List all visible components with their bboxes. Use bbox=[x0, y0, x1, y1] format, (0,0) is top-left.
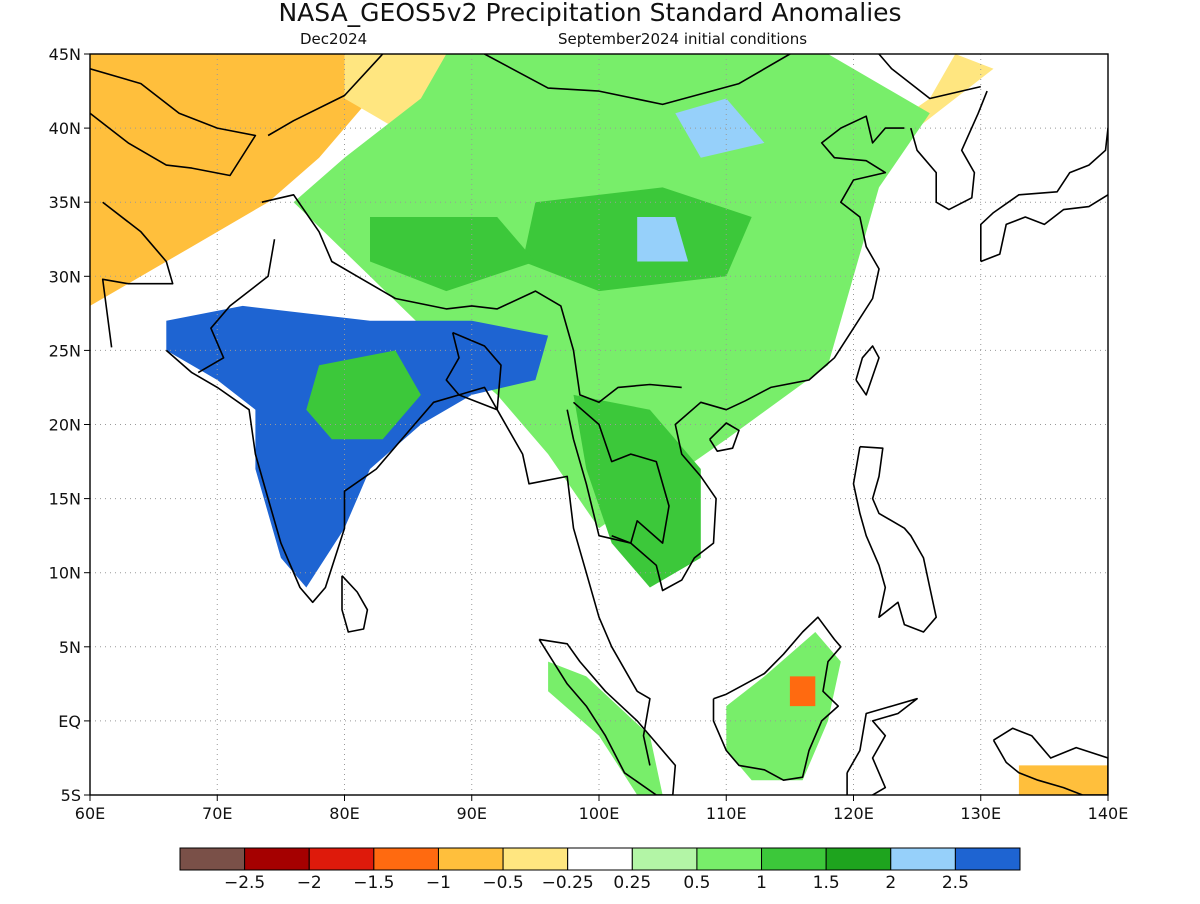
india-coastline bbox=[165, 349, 651, 766]
lon-tick-label: 130E bbox=[960, 804, 1001, 823]
lat-tick-label: 20N bbox=[49, 416, 81, 435]
lat-tick-label: EQ bbox=[58, 712, 81, 731]
sumatra-coastline bbox=[538, 638, 677, 795]
legend-label: −2.5 bbox=[224, 873, 265, 893]
legend-swatch bbox=[502, 847, 569, 871]
legend-swatch bbox=[696, 847, 763, 871]
legend-swatch bbox=[761, 847, 827, 871]
subtitle-forecast-month: Dec2024 bbox=[300, 30, 367, 48]
lon-tick-label: 70E bbox=[202, 804, 232, 823]
legend-label: −1 bbox=[426, 873, 451, 893]
lon-tick-label: 90E bbox=[457, 804, 487, 823]
lon-tick-label: 120E bbox=[833, 804, 874, 823]
legend-label: 1.5 bbox=[813, 873, 840, 893]
lat-tick-label: 40N bbox=[49, 119, 81, 138]
legend-swatch bbox=[308, 847, 375, 871]
legend-label: 0.5 bbox=[683, 873, 710, 893]
lat-tick-label: 25N bbox=[49, 341, 81, 360]
map-area bbox=[90, 54, 1108, 795]
sulawesi-coastline bbox=[846, 697, 918, 795]
latitude-axis: 45N 40N 35N 30N 25N 20N 15N 10N 5N EQ 5S bbox=[49, 45, 90, 805]
japan-coastline bbox=[979, 126, 1108, 263]
hainan-coastline bbox=[709, 422, 740, 453]
lat-tick-label: 30N bbox=[49, 267, 81, 286]
anomaly-region-borneo-dry-spot bbox=[789, 676, 816, 707]
subtitle-initial-conditions: September2024 initial conditions bbox=[558, 30, 807, 48]
korea-coastline bbox=[910, 90, 988, 211]
legend-swatch bbox=[825, 847, 892, 871]
lon-tick-label: 140E bbox=[1088, 804, 1129, 823]
indochina-borders bbox=[566, 401, 670, 544]
anomaly-region-central-china-wet bbox=[522, 187, 752, 292]
sri-lanka-coastline bbox=[341, 575, 369, 633]
philippines-coastline bbox=[852, 445, 938, 633]
lat-tick-label: 5N bbox=[59, 638, 81, 657]
legend-swatch bbox=[179, 847, 246, 871]
legend-swatch bbox=[631, 847, 698, 871]
lat-tick-label: 5S bbox=[61, 786, 81, 805]
legend-swatch bbox=[244, 847, 310, 871]
lon-tick-label: 80E bbox=[329, 804, 359, 823]
legend-label: 1 bbox=[756, 873, 767, 893]
taiwan-coastline bbox=[855, 345, 880, 396]
anomaly-region-northeast-china-wet bbox=[675, 98, 765, 158]
lon-tick-label: 110E bbox=[706, 804, 747, 823]
anomaly-region-china-wet-broad bbox=[293, 54, 930, 529]
new-guinea-coastline bbox=[992, 727, 1108, 795]
lat-tick-label: 10N bbox=[49, 564, 81, 583]
borneo-coastline bbox=[712, 616, 842, 782]
anomaly-region-central-china-very-wet bbox=[637, 217, 689, 262]
color-legend: −2.5 −2 −1.5 −1 −0.5 −0.25 0.25 0.5 1 1.5 2 2.5 bbox=[179, 847, 1021, 893]
lon-tick-label: 100E bbox=[579, 804, 620, 823]
legend-label: −0.25 bbox=[542, 873, 594, 893]
legend-label: 0.25 bbox=[613, 873, 651, 893]
indochina-coastline bbox=[611, 115, 905, 592]
afghan-pakistan-border bbox=[101, 201, 174, 348]
anomaly-region-tibet-wet bbox=[370, 217, 536, 292]
legend-swatch bbox=[373, 847, 439, 871]
legend-label: −2 bbox=[297, 873, 322, 893]
legend-label: 2.5 bbox=[942, 873, 969, 893]
lon-tick-label: 60E bbox=[75, 804, 105, 823]
legend-swatch bbox=[890, 847, 956, 871]
himalaya-border bbox=[261, 194, 682, 404]
anomaly-region-new-guinea-dry bbox=[1018, 765, 1108, 795]
legend-label: −0.5 bbox=[482, 873, 523, 893]
longitude-axis: 60E 70E 80E 90E 100E 110E 120E 130E 140E bbox=[75, 795, 1129, 823]
lat-tick-label: 45N bbox=[49, 45, 81, 64]
legend-label: −1.5 bbox=[353, 873, 394, 893]
anomaly-region-central-india-wet-core bbox=[306, 350, 421, 440]
lat-tick-label: 35N bbox=[49, 193, 81, 212]
india-pakistan-border bbox=[197, 239, 276, 374]
bangladesh-border bbox=[445, 331, 502, 411]
legend-swatch bbox=[954, 847, 1021, 871]
central-asia-border bbox=[90, 68, 257, 177]
legend-label: 2 bbox=[885, 873, 896, 893]
legend-swatch bbox=[567, 847, 633, 871]
anomaly-region-india-very-wet bbox=[166, 305, 549, 588]
legend-swatch bbox=[437, 847, 504, 871]
lat-tick-label: 15N bbox=[49, 490, 81, 509]
figure-title: NASA_GEOS5v2 Precipitation Standard Anom… bbox=[278, 0, 901, 27]
